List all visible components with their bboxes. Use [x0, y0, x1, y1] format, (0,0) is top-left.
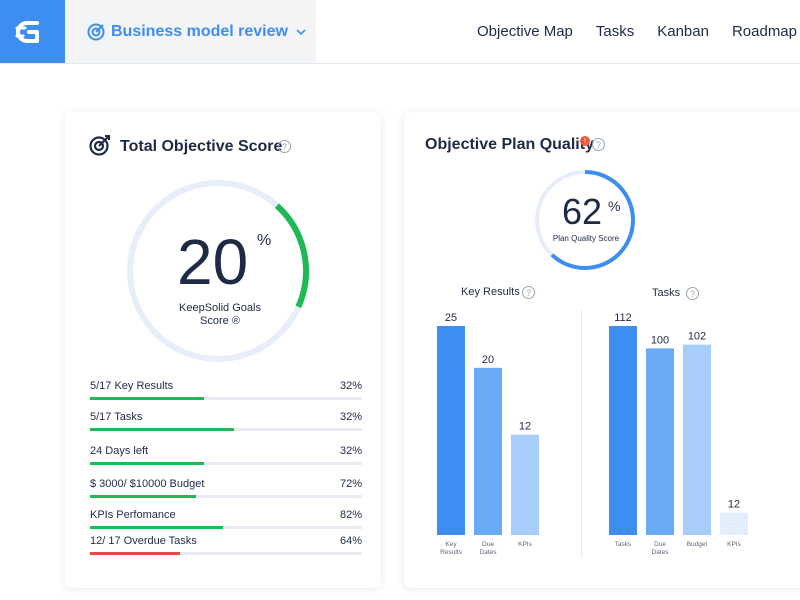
- metric-label: 5/17 Tasks: [90, 411, 143, 423]
- metric-progress-track: [90, 428, 362, 431]
- metric-value: 32%: [339, 411, 362, 423]
- quality-ring: [535, 170, 635, 270]
- metric-value: 32%: [339, 445, 362, 457]
- bar-value-label: 100: [651, 334, 669, 346]
- nav-tasks[interactable]: Tasks: [595, 23, 635, 40]
- metric-label: $ 3000/ $10000 Budget: [90, 478, 205, 490]
- bar-category-label: Dates: [652, 549, 670, 556]
- project-selector[interactable]: Business model review: [65, 0, 316, 63]
- bar-category-label: Key: [445, 541, 457, 548]
- bar: [683, 344, 711, 535]
- metric-progress-track: [90, 526, 362, 529]
- bar-value-label: 20: [482, 354, 494, 366]
- bar: [474, 367, 502, 535]
- app-logo[interactable]: [0, 0, 65, 63]
- help-icon[interactable]: ?: [592, 138, 605, 151]
- help-icon[interactable]: ?: [522, 286, 535, 299]
- tasks-chart-label: Tasks: [652, 287, 681, 299]
- bar-category-label: Dates: [480, 549, 498, 556]
- top-bar: Business model review Objective Map Task…: [0, 0, 800, 64]
- bar: [437, 326, 465, 535]
- metric-value: 64%: [339, 535, 362, 547]
- metric-progress-track: [90, 462, 362, 465]
- objective-plan-quality-card: Objective Plan Quality ! ? 62 % Plan Qua…: [404, 112, 800, 588]
- card-title: Objective Plan Quality: [425, 136, 594, 153]
- metric-progress-fill: [90, 526, 224, 529]
- nav-objective-map[interactable]: Objective Map: [477, 23, 573, 40]
- bar-value-label: 12: [728, 499, 740, 511]
- bar: [720, 512, 748, 535]
- quality-percent-sign: %: [608, 198, 621, 214]
- metric-progress-track: [90, 552, 362, 555]
- bar-category-label: KPIs: [518, 541, 532, 548]
- score-caption: KeepSolid Goals Score ®: [179, 302, 261, 328]
- bar-category-label: Results: [440, 549, 462, 556]
- metric-progress-track: [90, 397, 362, 400]
- score-ring: [127, 180, 309, 362]
- metric-progress-fill: [90, 462, 205, 465]
- bar-category-label: Budget: [687, 541, 708, 548]
- card-title: Total Objective Score: [120, 138, 283, 155]
- metric-label: 5/17 Key Results: [90, 380, 174, 392]
- chart-divider: [581, 310, 582, 558]
- bar-value-label: 102: [688, 331, 706, 343]
- main-nav: Objective Map Tasks Kanban Roadmap: [477, 0, 797, 63]
- bar: [646, 348, 674, 535]
- bar-category-label: Tasks: [615, 541, 632, 548]
- bar-category-label: Due: [482, 541, 494, 548]
- metric-label: 12/ 17 Overdue Tasks: [90, 535, 197, 547]
- alert-badge: !: [580, 136, 590, 146]
- metric-value: 32%: [339, 380, 362, 392]
- metric-value: 72%: [339, 478, 362, 490]
- bar-category-label: Due: [654, 541, 666, 548]
- nav-kanban[interactable]: Kanban: [657, 23, 709, 40]
- metric-progress-fill: [90, 495, 197, 498]
- bar-value-label: 25: [445, 312, 457, 324]
- quality-score-value: 62: [562, 191, 603, 232]
- target-icon: [89, 134, 111, 156]
- metric-progress-fill: [90, 397, 205, 400]
- help-icon[interactable]: ?: [686, 287, 699, 300]
- bar: [609, 326, 637, 535]
- target-icon: [87, 23, 105, 41]
- bar: [511, 434, 539, 535]
- score-percent-sign: %: [257, 232, 272, 249]
- chevron-down-icon: [296, 28, 306, 35]
- metric-progress-fill: [90, 552, 180, 555]
- bar-category-label: KPIs: [727, 541, 741, 548]
- quality-caption: Plan Quality Score: [552, 234, 620, 243]
- total-objective-score-card: Total Objective Score ? 20 % KeepSolid G…: [65, 112, 381, 588]
- help-icon[interactable]: ?: [278, 140, 291, 153]
- bar-value-label: 112: [614, 312, 632, 324]
- nav-roadmap[interactable]: Roadmap: [731, 23, 797, 40]
- score-value: 20: [177, 226, 249, 298]
- key-results-chart-label: Key Results: [461, 286, 520, 298]
- bar-charts: 25KeyResults20DueDates12KPIs112Tasks100D…: [437, 312, 748, 556]
- metric-value: 82%: [339, 509, 362, 521]
- metric-label: KPIs Perfomance: [90, 509, 176, 521]
- metric-label: 24 Days left: [90, 445, 149, 457]
- metric-progress-track: [90, 495, 362, 498]
- project-name: Business model review: [111, 22, 288, 40]
- bar-value-label: 12: [519, 421, 531, 433]
- metric-progress-fill: [90, 428, 235, 431]
- logo-icon: [15, 20, 39, 43]
